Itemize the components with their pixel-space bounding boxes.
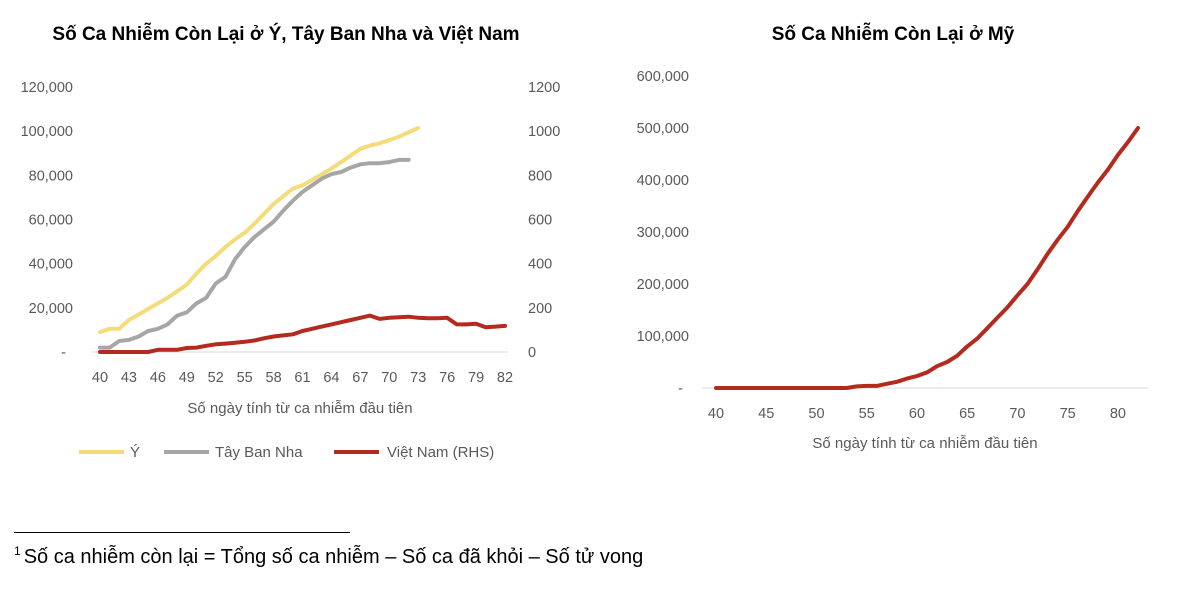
left-y-tick-label: 40,000 <box>29 257 73 273</box>
left-chart: Số Ca Nhiễm Còn Lại ở Ý, Tây Ban Nha và … <box>21 23 561 461</box>
left-y-tick-label: 20,000 <box>29 301 73 317</box>
left-x-axis-label: Số ngày tính từ ca nhiễm đầu tiên <box>187 400 412 417</box>
left-y2-tick-label: 1200 <box>528 80 560 96</box>
right-y-tick-label: 500,000 <box>637 121 689 137</box>
left-y-tick-label: 100,000 <box>21 124 73 140</box>
right-x-axis-ticks: 40 45 50 55 60 65 70 75 80 <box>708 406 1126 422</box>
right-x-tick-label: 60 <box>909 406 925 422</box>
right-series-group <box>714 126 1140 390</box>
footnote-text: Số ca nhiễm còn lại = Tổng số ca nhiễm –… <box>23 546 644 568</box>
left-x-tick-label: 73 <box>410 370 426 386</box>
right-x-tick-label: 70 <box>1009 406 1025 422</box>
left-x-tick-label: 82 <box>497 370 513 386</box>
right-y-axis-ticks: - 100,000 200,000 300,000 400,000 500,000 600,… <box>637 69 689 397</box>
left-y2-axis-ticks: 0 200 400 600 800 1000 1200 <box>528 80 560 361</box>
right-x-tick-label: 75 <box>1060 406 1076 422</box>
left-x-tick-label: 49 <box>179 370 195 386</box>
left-legend: Ý Tây Ban Nha Việt Nam (RHS) <box>79 444 494 461</box>
series-line-spain <box>98 157 411 350</box>
series-line-us <box>714 126 1140 390</box>
left-x-tick-label: 70 <box>381 370 397 386</box>
right-x-tick-label: 40 <box>708 406 724 422</box>
right-y-tick-label: 400,000 <box>637 173 689 189</box>
right-y-tick-label: - <box>678 381 683 397</box>
left-y2-tick-label: 600 <box>528 213 552 229</box>
left-y2-tick-label: 200 <box>528 301 552 317</box>
left-x-tick-label: 76 <box>439 370 455 386</box>
right-x-axis-label: Số ngày tính từ ca nhiễm đầu tiên <box>812 435 1037 452</box>
left-x-tick-label: 64 <box>323 370 339 386</box>
left-x-axis-ticks: 40 43 46 49 52 55 58 61 64 67 70 73 76 79 82 <box>92 370 513 386</box>
left-y2-tick-label: 1000 <box>528 124 560 140</box>
left-x-tick-label: 55 <box>237 370 253 386</box>
legend-label-spain: Tây Ban Nha <box>215 444 303 461</box>
footnote: 1 Số ca nhiễm còn lại = Tổng số ca nhiễm … <box>14 544 643 569</box>
left-y2-tick-label: 400 <box>528 257 552 273</box>
left-chart-title: Số Ca Nhiễm Còn Lại ở Ý, Tây Ban Nha và … <box>52 23 519 45</box>
right-chart-title: Số Ca Nhiễm Còn Lại ở Mỹ <box>772 23 1015 45</box>
right-chart: Số Ca Nhiễm Còn Lại ở Mỹ - 100,000 200,000… <box>637 23 1148 452</box>
series-line-vietnam <box>98 313 507 354</box>
right-y-tick-label: 300,000 <box>637 225 689 241</box>
left-y-tick-label: 60,000 <box>29 213 73 229</box>
right-y-tick-label: 200,000 <box>637 277 689 293</box>
legend-label-vietnam: Việt Nam (RHS) <box>387 444 494 461</box>
series-line-italy <box>98 125 421 335</box>
left-x-tick-label: 61 <box>294 370 310 386</box>
left-y-axis-ticks: - 20,000 40,000 60,000 80,000 100,000 120,000 <box>21 80 73 361</box>
left-x-tick-label: 79 <box>468 370 484 386</box>
right-x-tick-label: 55 <box>859 406 875 422</box>
right-x-tick-label: 50 <box>808 406 824 422</box>
right-x-tick-label: 80 <box>1110 406 1126 422</box>
right-y-tick-label: 600,000 <box>637 69 689 85</box>
left-y-tick-label: - <box>61 345 66 361</box>
left-x-tick-label: 67 <box>352 370 368 386</box>
right-y-tick-label: 100,000 <box>637 329 689 345</box>
right-x-tick-label: 65 <box>959 406 975 422</box>
left-x-tick-label: 40 <box>92 370 108 386</box>
footnote-rule <box>14 532 350 533</box>
footnote-marker: 1 <box>14 544 21 558</box>
left-y2-tick-label: 0 <box>528 345 536 361</box>
left-x-tick-label: 58 <box>266 370 282 386</box>
left-y2-tick-label: 800 <box>528 168 552 184</box>
left-x-tick-label: 43 <box>121 370 137 386</box>
right-x-tick-label: 45 <box>758 406 774 422</box>
legend-label-italy: Ý <box>130 444 140 461</box>
left-y-tick-label: 120,000 <box>21 80 73 96</box>
left-x-tick-label: 46 <box>150 370 166 386</box>
left-series-group <box>98 125 507 354</box>
left-y-tick-label: 80,000 <box>29 168 73 184</box>
left-x-tick-label: 52 <box>208 370 224 386</box>
